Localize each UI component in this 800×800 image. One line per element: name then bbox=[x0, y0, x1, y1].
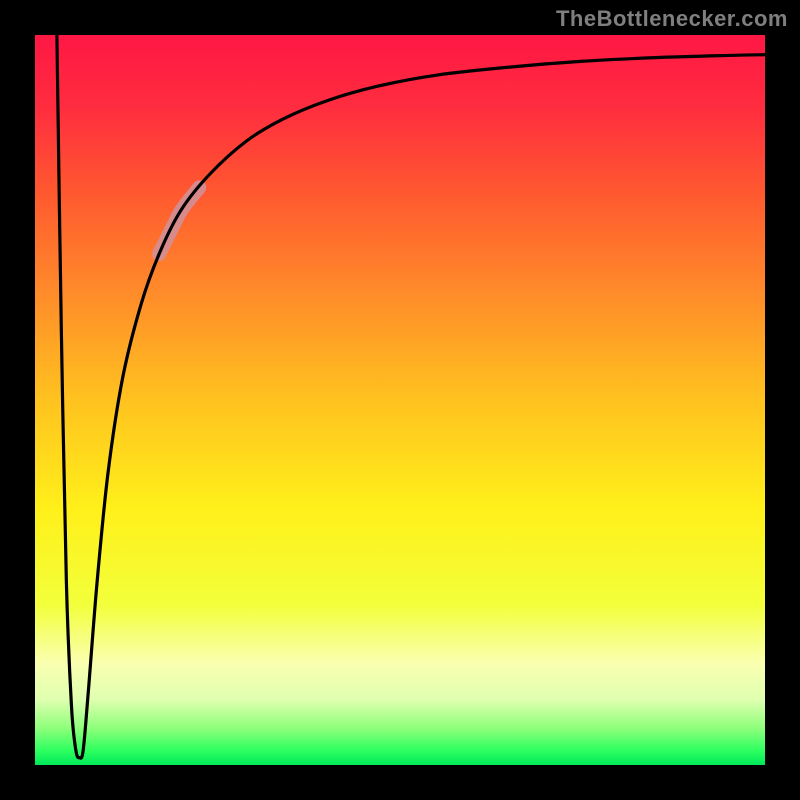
bottleneck-chart: TheBottlenecker.com bbox=[0, 0, 800, 800]
chart-svg bbox=[0, 0, 800, 800]
frame-right bbox=[765, 0, 800, 800]
watermark-label: TheBottlenecker.com bbox=[556, 6, 788, 32]
frame-bottom bbox=[0, 765, 800, 800]
plot-background bbox=[35, 35, 765, 765]
frame-left bbox=[0, 0, 35, 800]
